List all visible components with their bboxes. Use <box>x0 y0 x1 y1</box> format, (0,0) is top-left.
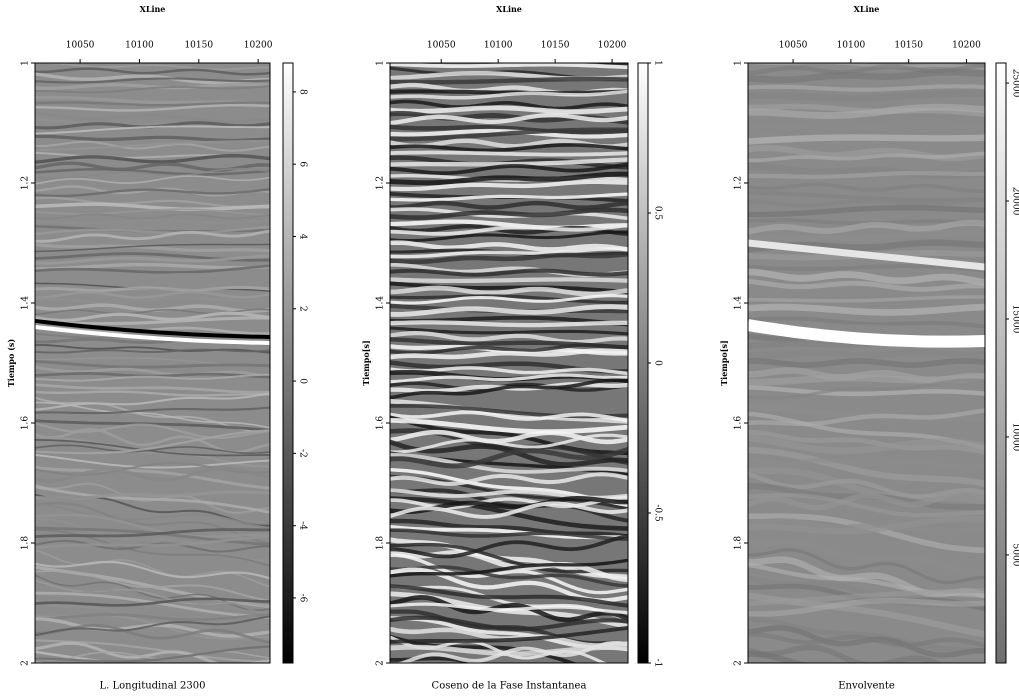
seismic-image <box>743 47 989 694</box>
panel-title: Coseno de la Fase Instantanea <box>432 681 587 692</box>
colorbar-tick-label: 0.5 <box>653 206 663 221</box>
x-tick-label: 10150 <box>541 41 570 51</box>
y-tick-label: 2 <box>21 660 31 666</box>
x-tick-label: 10150 <box>894 41 923 51</box>
colorbar <box>283 63 293 663</box>
colorbar-tick-label: 6 <box>298 161 308 167</box>
panel-title: L. Longitudinal 2300 <box>100 681 206 692</box>
y-tick-label: 1.6 <box>376 416 386 431</box>
y-tick-label: 1.8 <box>376 536 386 551</box>
y-tick-label: 1 <box>734 60 744 66</box>
y-tick-label: 1 <box>376 60 386 66</box>
x-axis-label: XLine <box>140 4 166 14</box>
y-axis-label: Tiempo[s] <box>361 340 371 386</box>
y-tick-label: 1.4 <box>734 296 744 311</box>
colorbar-tick-label: 2 <box>298 306 308 312</box>
colorbar-tick-label: 0 <box>653 360 663 366</box>
y-tick-label: 1.8 <box>21 536 31 551</box>
colorbar-tick-label: 10000 <box>1011 423 1019 452</box>
x-axis-label: XLine <box>496 4 522 14</box>
x-tick-label: 10100 <box>484 41 513 51</box>
panel-title: Envolvente <box>838 681 895 692</box>
x-tick-label: 10200 <box>598 41 627 51</box>
colorbar-tick-label: 25000 <box>1011 69 1019 98</box>
colorbar-tick-label: 20000 <box>1011 187 1019 216</box>
reflector <box>743 352 989 355</box>
y-tick-label: 1.8 <box>734 536 744 551</box>
reflector <box>385 279 631 281</box>
x-axis-label: XLine <box>854 4 880 14</box>
y-tick-label: 1.6 <box>21 416 31 431</box>
colorbar-tick-label: 1 <box>653 60 663 66</box>
colorbar <box>996 63 1006 663</box>
seismic-image <box>30 44 270 691</box>
y-axis-label: Tiempo (s) <box>6 339 16 388</box>
colorbar-tick-label: -2 <box>298 449 308 458</box>
y-tick-label: 1.4 <box>21 296 31 311</box>
x-tick-label: 10200 <box>952 41 981 51</box>
reflector <box>385 51 631 57</box>
reflector <box>385 153 631 155</box>
x-tick-label: 10100 <box>837 41 866 51</box>
colorbar-tick-label: 0 <box>298 378 308 384</box>
x-tick-label: 10200 <box>244 41 273 51</box>
colorbar-tick-label: 4 <box>298 234 308 240</box>
seismic-image <box>385 51 631 687</box>
y-tick-label: 1.2 <box>21 176 31 190</box>
y-tick-label: 1.6 <box>734 416 744 431</box>
y-tick-label: 2 <box>734 660 744 666</box>
colorbar-tick-label: -0.5 <box>653 504 663 522</box>
y-tick-label: 1.4 <box>376 296 386 311</box>
y-tick-label: 1.2 <box>734 176 744 190</box>
x-tick-label: 10050 <box>66 41 95 51</box>
colorbar-tick-label: 15000 <box>1011 305 1019 334</box>
colorbar-tick-label: 8 <box>298 89 308 95</box>
x-tick-label: 10150 <box>184 41 213 51</box>
x-tick-label: 10100 <box>125 41 154 51</box>
y-axis-label: Tiempo[s] <box>719 340 729 386</box>
x-tick-label: 10050 <box>779 41 808 51</box>
y-tick-label: 1.2 <box>376 176 386 190</box>
colorbar-tick-label: -1 <box>653 659 663 668</box>
reflector <box>385 57 631 64</box>
y-tick-label: 1 <box>21 60 31 66</box>
colorbar-tick-label: -6 <box>298 594 308 603</box>
colorbar-tick-label: 5000 <box>1011 543 1019 566</box>
colorbar <box>638 63 648 663</box>
reflector <box>30 54 270 61</box>
x-tick-label: 10050 <box>427 41 456 51</box>
reflector <box>385 64 631 68</box>
colorbar-tick-label: -4 <box>298 521 308 530</box>
y-tick-label: 2 <box>376 660 386 666</box>
